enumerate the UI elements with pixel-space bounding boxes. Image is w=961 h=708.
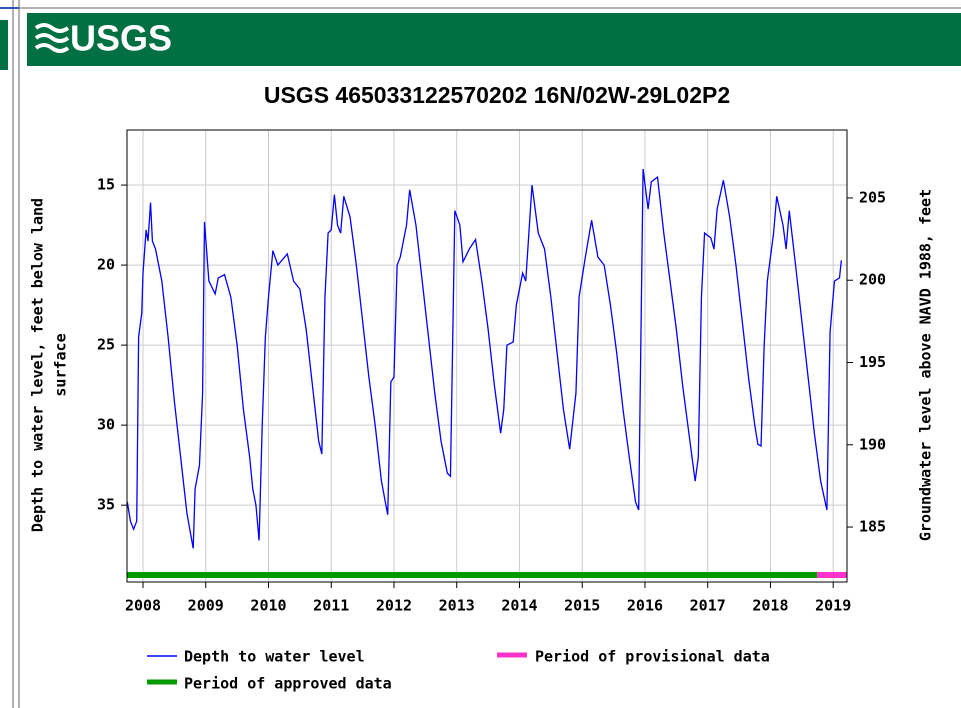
- y2-tick-label: 185: [859, 518, 886, 536]
- plot: 2008 2009 2010 2011 2012 2013 2014 2015 2016 2017…: [97, 129, 886, 615]
- x-tick-label: 2016: [627, 597, 663, 615]
- logo-text: USGS: [70, 18, 172, 59]
- x-tick-label: 2010: [250, 597, 286, 615]
- y-tick-label: 20: [97, 256, 115, 274]
- x-tick-label: 2019: [815, 597, 851, 615]
- x-tick-label: 2018: [752, 597, 788, 615]
- legend-label: Period of approved data: [184, 675, 392, 693]
- y-axis-label: surface: [52, 333, 70, 396]
- y2-tick-label: 190: [859, 435, 886, 453]
- legend-label: Depth to water level: [184, 648, 365, 666]
- x-tick-label: 2011: [313, 597, 349, 615]
- x-tick-label: 2012: [376, 597, 412, 615]
- chart-title: USGS 465033122570202 16N/02W-29L02P2: [264, 82, 730, 108]
- plot-frame: [126, 129, 848, 583]
- data-line: [126, 168, 842, 549]
- y2-tick-label: 195: [859, 353, 886, 371]
- y-tick-label: 15: [97, 176, 115, 194]
- x-tick-label: 2014: [501, 597, 537, 615]
- x-tick-label: 2017: [690, 597, 726, 615]
- header-bar: [27, 13, 961, 66]
- y2-tick-label: 205: [859, 188, 886, 206]
- x-tick-label: 2015: [564, 597, 600, 615]
- y-tick-label: 30: [97, 416, 115, 434]
- y-tick-label: 25: [97, 336, 115, 354]
- x-tick-label: 2013: [439, 597, 475, 615]
- side-strip: [0, 20, 8, 70]
- y2-axis-label: Groundwater level above NAVD 1988, feet: [917, 189, 935, 541]
- y-axis-label: Depth to water level, feet below land: [29, 198, 47, 532]
- period-bar: [127, 572, 818, 578]
- y2-tick-label: 200: [859, 271, 886, 289]
- x-tick-label: 2008: [125, 597, 161, 615]
- y-tick-label: 35: [97, 496, 115, 514]
- period-bar: [817, 572, 847, 578]
- x-tick-label: 2009: [188, 597, 224, 615]
- legend-label: Period of provisional data: [535, 648, 770, 666]
- logo-waves: [34, 23, 70, 53]
